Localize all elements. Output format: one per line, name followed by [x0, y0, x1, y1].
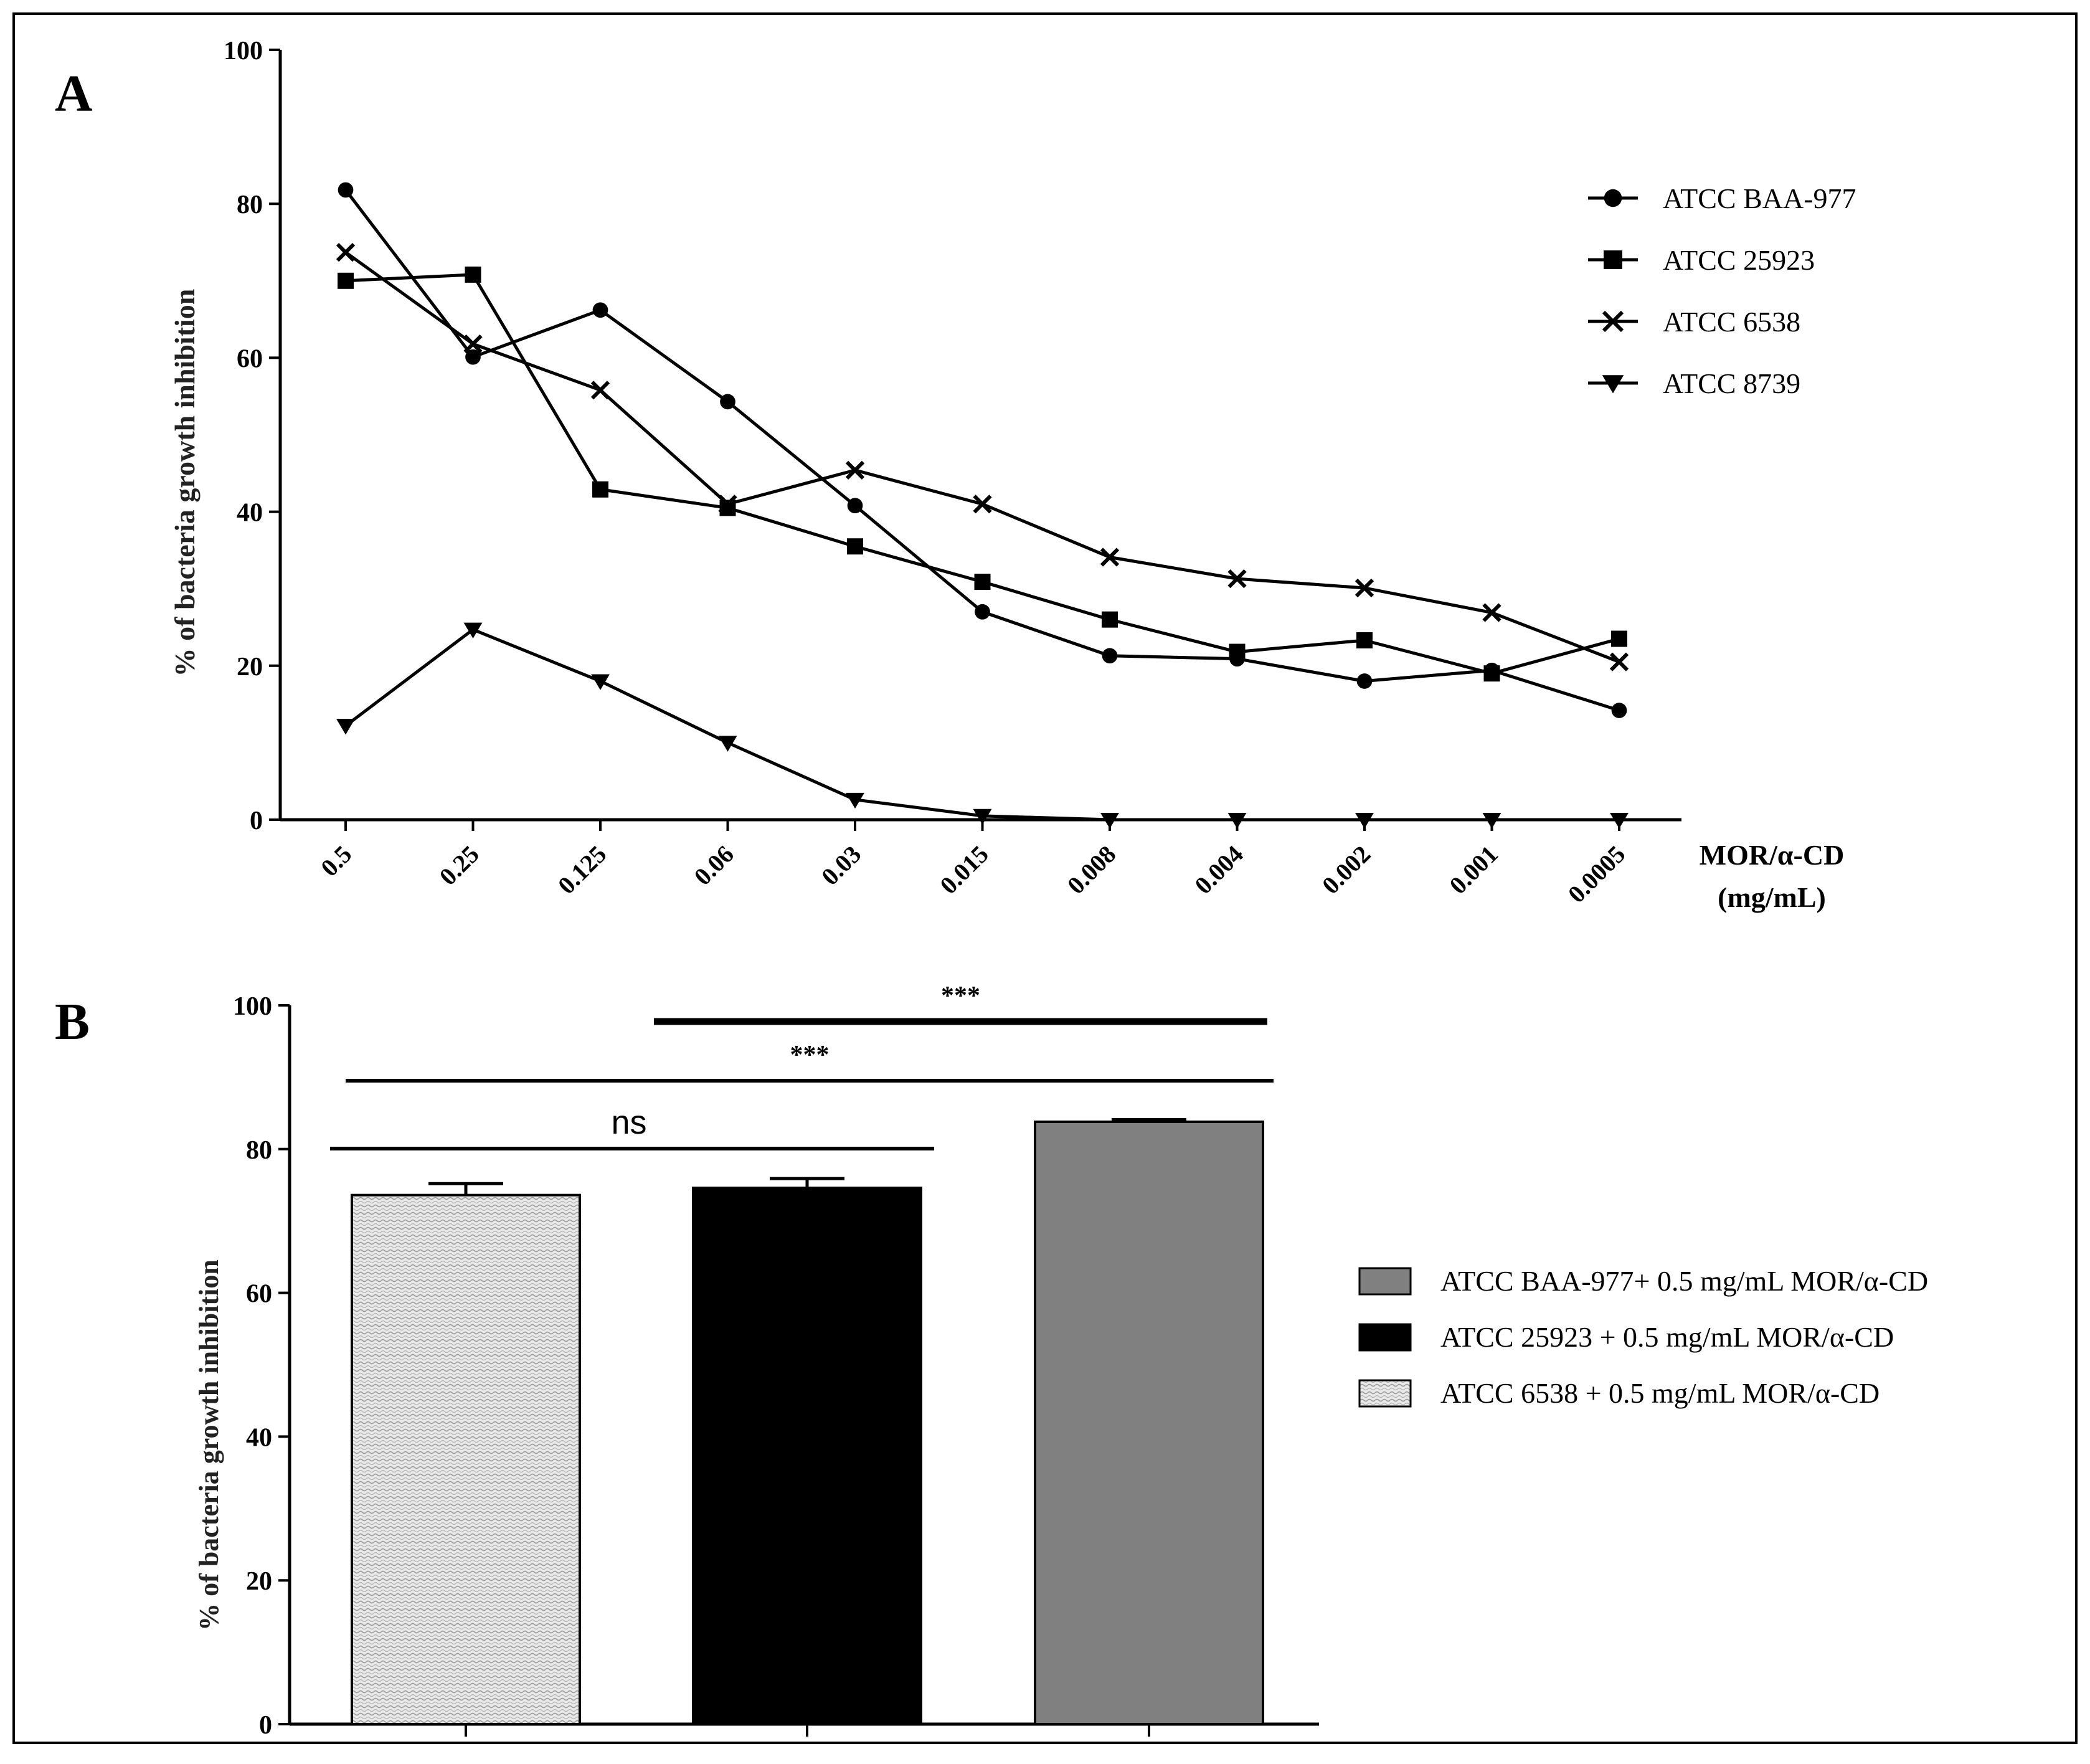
panel-a-data-point: [338, 182, 354, 198]
panel-b-y-tick-label: 20: [246, 1567, 272, 1596]
panel-a-data-point: [1356, 632, 1373, 649]
panel-a-data-point: [847, 538, 863, 555]
panel-a-data-point: [463, 622, 483, 639]
panel-b-bar: [1034, 1120, 1264, 1725]
panel-a-data-point: [1482, 603, 1501, 622]
panel-b-significance-label: ns: [611, 1104, 646, 1141]
panel-a-data-point: [465, 266, 481, 283]
panel-a-legend-label: ATCC 25923: [1663, 244, 1815, 276]
panel-b-y-axis-label: % of bacteria growth inhibition: [194, 1259, 224, 1631]
panel-a-data-point: [1482, 812, 1501, 829]
panel-a-data-point: [1102, 648, 1118, 664]
panel-a-data-point: [846, 792, 864, 809]
panel-a-data-point: [718, 736, 737, 752]
panel-a-legend-marker: [1602, 310, 1624, 333]
panel-a-y-axis-label: % of bacteria growth inhibition: [169, 289, 201, 677]
panel-a-series-4: [336, 622, 1629, 829]
panel-a-label: A: [55, 65, 93, 123]
panel-a-legend-marker: [1602, 375, 1624, 394]
panel-a-data-point: [592, 302, 608, 318]
bar-chart-panel-b: 0 20 40 60 80 100 *** *** ns ATCC BAA-977+ 0.5 mg…: [233, 982, 1928, 1740]
panel-a-data-point: [1355, 812, 1374, 829]
panel-a-data-point: [973, 495, 992, 514]
panel-a-data-point: [720, 394, 735, 410]
panel-a-y-tick-label: 60: [237, 344, 263, 373]
panel-b-legend-label: ATCC BAA-977+ 0.5 mg/mL MOR/α-CD: [1440, 1265, 1928, 1297]
panel-a-data-point: [1483, 665, 1500, 682]
panel-a-data-point: [1356, 673, 1373, 689]
panel-b-y-tick-label: 60: [246, 1280, 272, 1309]
panel-a-legend-label: ATCC 8739: [1663, 368, 1800, 399]
panel-a-data-point: [1355, 578, 1374, 598]
panel-a-x-axis-label-line2: (mg/mL): [1718, 881, 1826, 913]
panel-a-data-point: [463, 334, 483, 354]
panel-a-data-point: [1227, 812, 1247, 829]
panel-a-series-2: [338, 266, 1627, 682]
panel-b-y-tick-label: 0: [259, 1711, 272, 1740]
panel-a-data-point: [1100, 548, 1120, 567]
panel-a-y-tick-label: 0: [250, 807, 263, 835]
panel-b-label: B: [55, 993, 90, 1051]
panel-b-y-tick-label: 40: [246, 1423, 272, 1452]
panel-a-series-3: [336, 242, 1629, 671]
panel-a-data-point: [1102, 611, 1118, 628]
panel-a-y-tick-label: 80: [237, 191, 263, 219]
panel-a-data-point: [845, 460, 865, 480]
panel-b-bar: [351, 1193, 581, 1725]
panel-b-y-tick-label: 80: [246, 1136, 272, 1165]
panel-a-data-point: [1610, 812, 1629, 829]
panel-b-significance-label: ***: [790, 1041, 830, 1069]
panel-a-data-point: [718, 495, 737, 514]
panel-a-data-point: [1100, 812, 1119, 829]
panel-b-legend-swatch: [1358, 1323, 1412, 1352]
panel-b-legend-swatch: [1358, 1379, 1412, 1408]
panel-a-data-point: [590, 381, 610, 400]
panel-a-y-tick-label: 20: [237, 653, 263, 681]
panel-a-y-tick-label: 40: [237, 499, 263, 528]
panel-a-data-point: [592, 481, 608, 498]
panel-a-legend-label: ATCC 6538: [1663, 306, 1800, 338]
panel-a-data-point: [1227, 569, 1247, 589]
panel-a-x-axis-label-line1: MOR/α-CD: [1700, 839, 1845, 871]
panel-b-legend-label: ATCC 25923 + 0.5 mg/mL MOR/α-CD: [1440, 1321, 1894, 1353]
panel-a-data-point: [465, 349, 481, 365]
panel-a-data-point: [973, 808, 992, 825]
panel-a-data-point: [591, 674, 610, 690]
panel-a-data-point: [975, 604, 990, 620]
panel-b-bar: [692, 1187, 922, 1725]
panel-b-significance-label: ***: [941, 982, 980, 1010]
panel-a-data-point: [1611, 703, 1627, 718]
panel-a-data-point: [974, 574, 991, 590]
panel-b-legend-label: ATCC 6538 + 0.5 mg/mL MOR/α-CD: [1440, 1377, 1880, 1409]
panel-a-series-1: [338, 182, 1627, 718]
panel-a-data-point: [336, 719, 355, 735]
panel-b-legend-swatch: [1358, 1267, 1412, 1296]
panel-a-data-point: [336, 242, 356, 262]
panel-a-data-point: [1229, 643, 1246, 660]
panel-a-data-point: [1609, 652, 1629, 671]
panel-a-y-tick-label: 100: [224, 37, 263, 65]
panel-b-y-tick-label: 100: [233, 992, 272, 1021]
panel-a-legend-marker: [1604, 250, 1622, 269]
panel-a-legend-label: ATCC BAA-977: [1663, 183, 1856, 214]
panel-a-data-point: [1611, 630, 1627, 647]
panel-a-data-point: [338, 272, 354, 289]
panel-a-legend-marker: [1604, 189, 1622, 207]
panel-a-data-point: [847, 498, 863, 514]
